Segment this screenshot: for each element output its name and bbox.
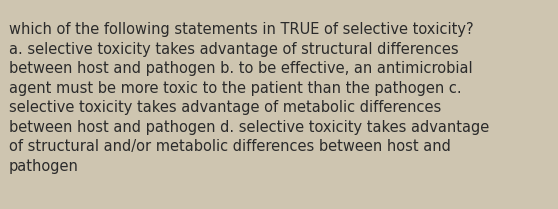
Text: which of the following statements in TRUE of selective toxicity?
a. selective to: which of the following statements in TRU…: [9, 22, 489, 174]
